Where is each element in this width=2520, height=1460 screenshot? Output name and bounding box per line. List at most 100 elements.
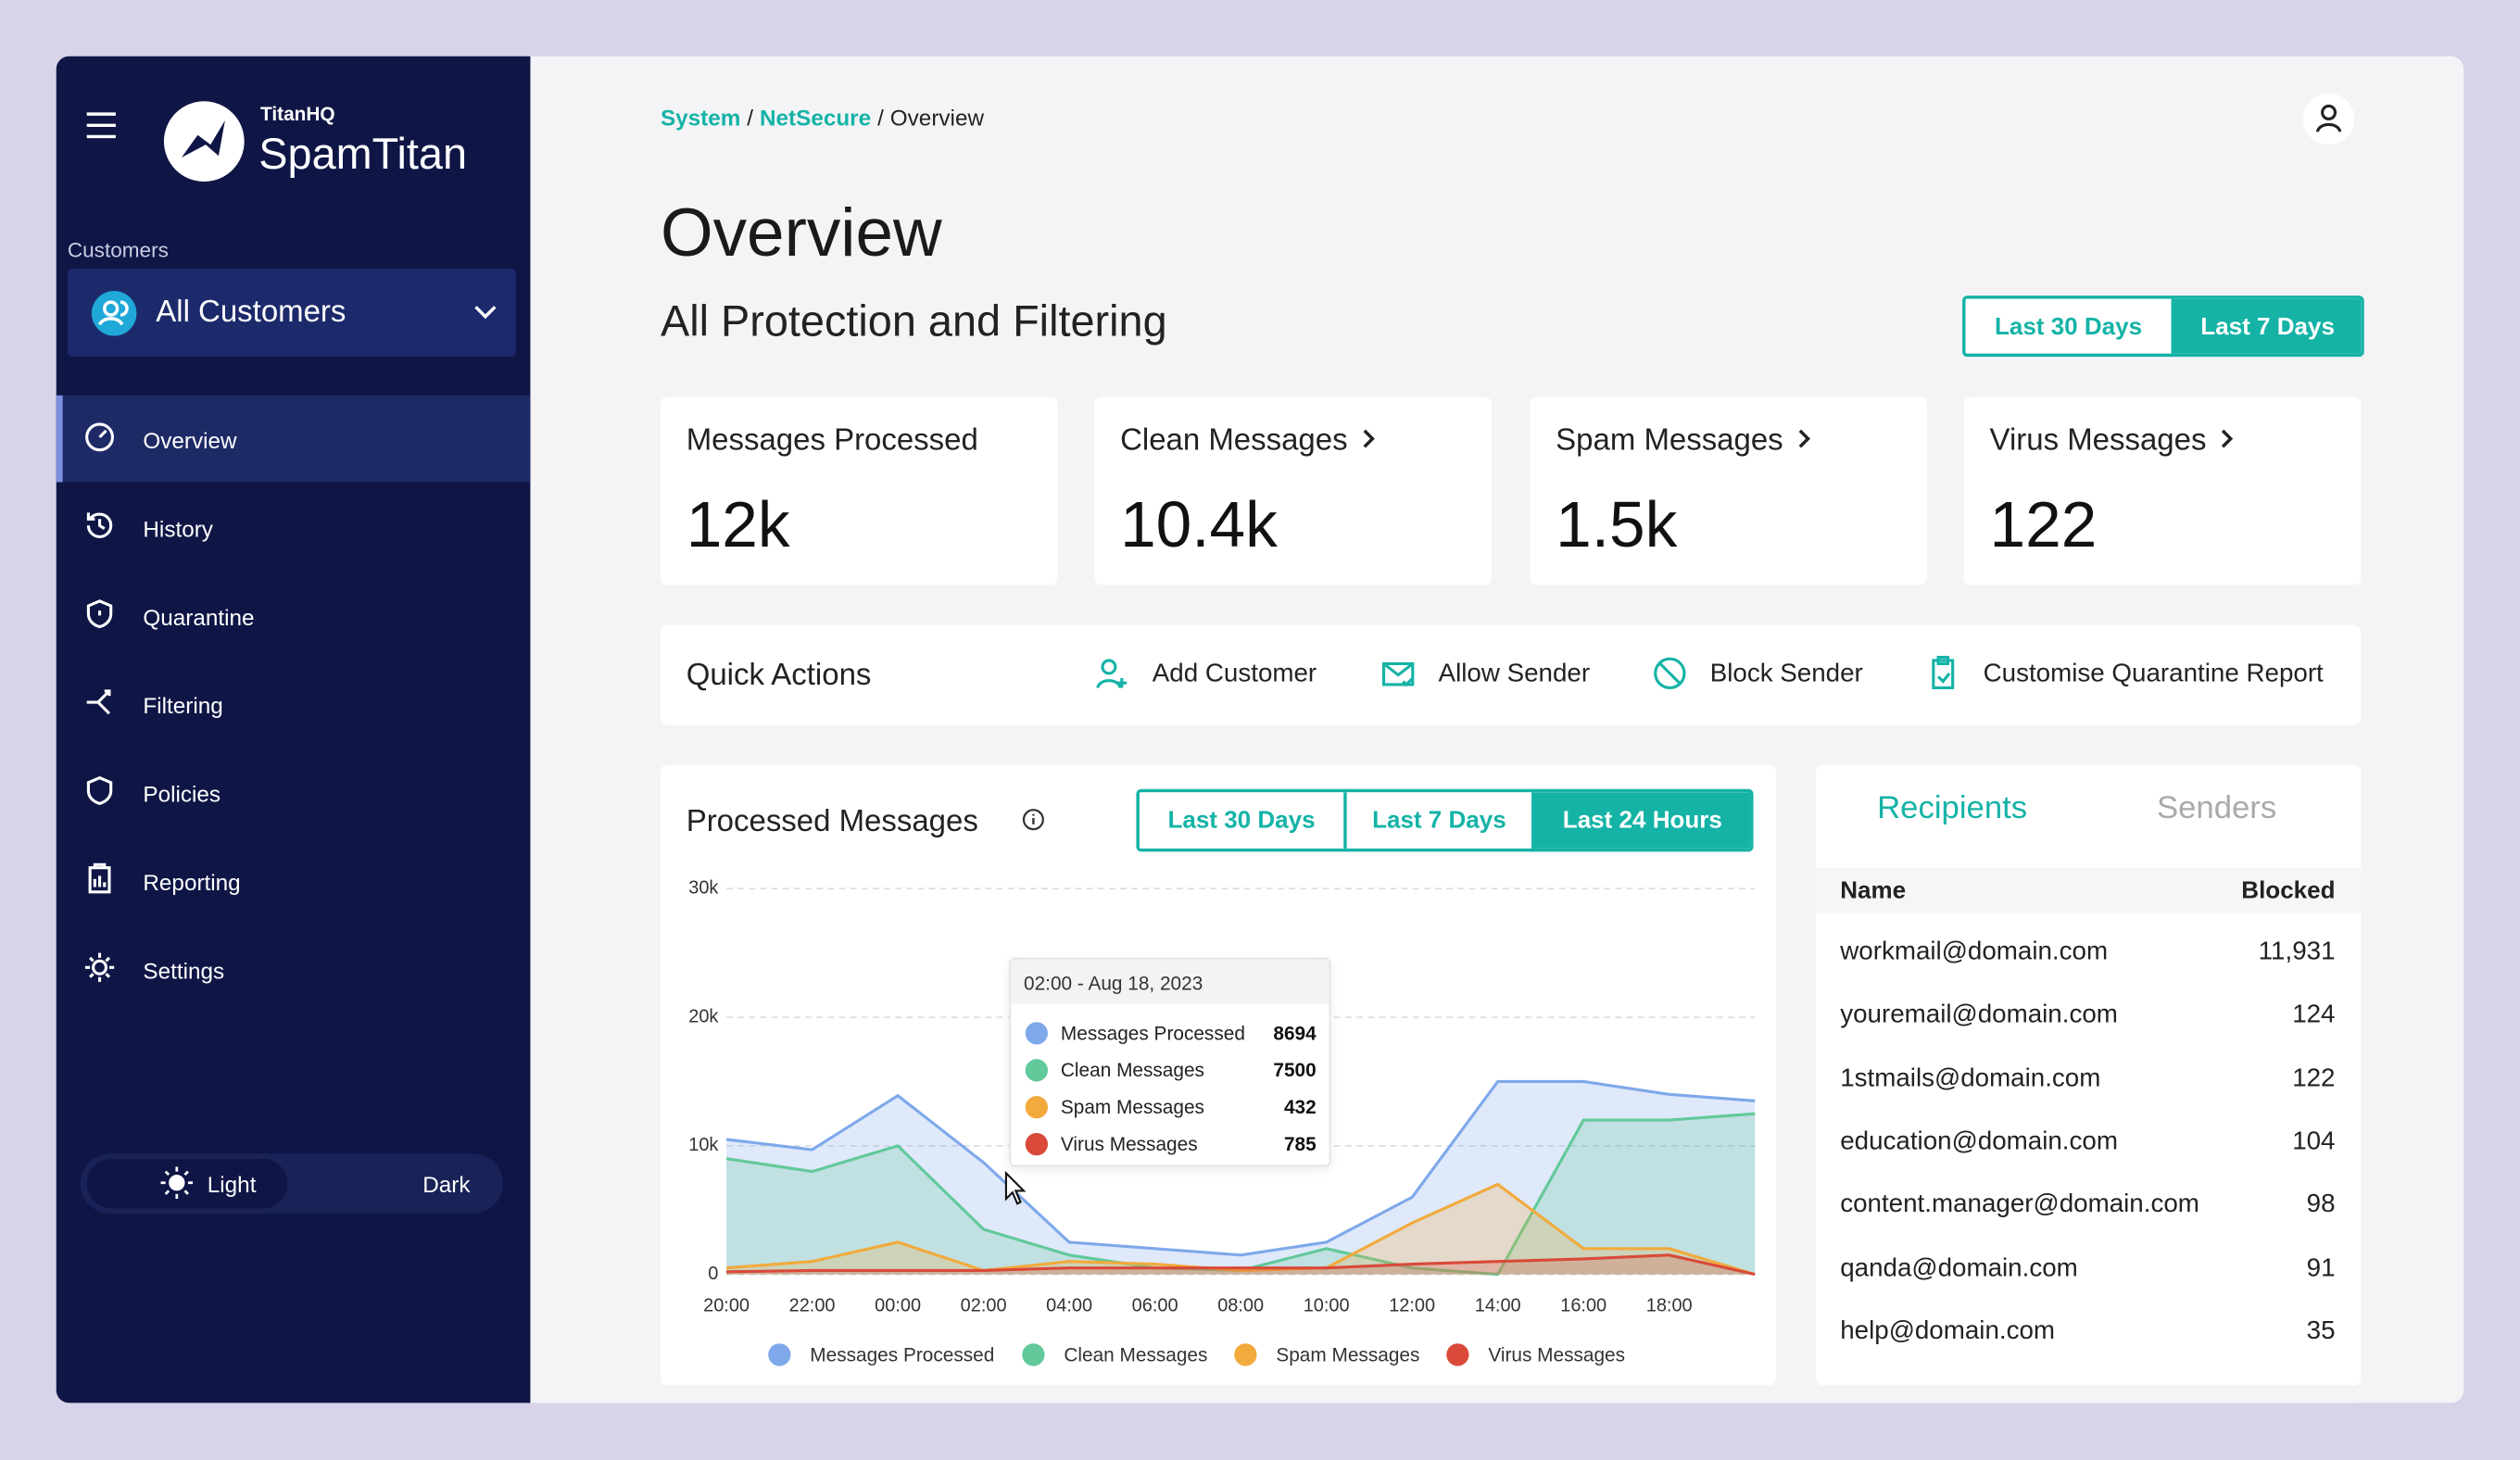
tab[interactable]: Senders — [2156, 790, 2277, 826]
tooltip-dot — [1025, 1059, 1049, 1082]
legend-label[interactable]: Spam Messages — [1276, 1343, 1420, 1366]
nav-item[interactable]: Reporting — [57, 837, 531, 925]
chart-title: Processed Messages — [686, 805, 978, 839]
link-arrow — [1362, 429, 1375, 448]
customer-icon — [91, 290, 137, 336]
x-tick-label: 12:00 — [1389, 1296, 1435, 1316]
legend-label[interactable]: Clean Messages — [1064, 1343, 1208, 1366]
stat-value: 122 — [1989, 490, 2098, 561]
info-icon[interactable] — [1022, 809, 1044, 831]
nav-item[interactable]: History — [57, 484, 531, 571]
theme-toggle: Light Dark — [80, 1153, 503, 1214]
icon-shape — [86, 599, 113, 629]
stat-label: Messages Processed — [686, 423, 978, 459]
stat-card[interactable]: Spam Messages 1.5k — [1530, 396, 1927, 585]
legend-label[interactable]: Messages Processed — [810, 1343, 995, 1366]
nav-item[interactable]: Policies — [57, 749, 531, 836]
legend-dot — [1446, 1343, 1469, 1366]
brand: SpamTitan — [258, 130, 468, 179]
range-button[interactable]: Last 24 Hours — [1531, 792, 1751, 849]
x-tick-label: 02:00 — [961, 1296, 1007, 1316]
link-arrow — [1797, 429, 1810, 448]
brand-small: TitanHQ — [260, 103, 335, 126]
page-subtitle: All Protection and Filtering — [660, 296, 1167, 346]
range-button[interactable]: Last 30 Days — [1139, 792, 1344, 849]
action-icon — [1382, 661, 1415, 687]
breadcrumb-item[interactable]: NetSecure — [759, 104, 872, 131]
stat-card[interactable]: Virus Messages 122 — [1963, 396, 2362, 585]
tooltip-title: 02:00 - Aug 18, 2023 — [1024, 972, 1203, 995]
nav-item[interactable]: Filtering — [57, 661, 531, 748]
nav-label: History — [143, 515, 213, 542]
range-button[interactable]: Last 30 Days — [1965, 298, 2172, 354]
x-tick-label: 08:00 — [1217, 1296, 1264, 1316]
menu-icon[interactable] — [85, 111, 118, 140]
recipient-email: help@domain.com — [1840, 1317, 2056, 1345]
breadcrumb-item: Overview — [889, 104, 985, 131]
nav-item[interactable]: Overview — [56, 395, 531, 483]
recipient-email: 1stmails@domain.com — [1840, 1064, 2101, 1092]
nav-icon — [84, 952, 115, 982]
action-label: Customise Quarantine Report — [1983, 660, 2324, 688]
y-tick-label: 10k — [688, 1135, 718, 1155]
blocked-count: 11,931 — [2258, 938, 2336, 966]
icon-shape — [85, 422, 114, 452]
recipients-card: Recipients Senders Name Blocked workmail@dom… — [1816, 764, 2362, 1386]
stat-card[interactable]: Clean Messages 10.4k — [1094, 396, 1492, 585]
y-tick-label: 30k — [688, 878, 718, 899]
nav-label: Filtering — [143, 692, 223, 719]
action-icon — [1654, 657, 1686, 690]
y-tick-label: 20k — [688, 1006, 718, 1026]
user-icon[interactable] — [2301, 92, 2356, 146]
range-button[interactable]: Last 7 Days — [1343, 792, 1532, 849]
x-tick-label: 16:00 — [1560, 1296, 1606, 1316]
sun-icon — [160, 1166, 194, 1200]
arrow-shape — [1797, 429, 1810, 448]
blocked-count: 104 — [2292, 1127, 2336, 1156]
customer-select[interactable]: All Customers — [67, 268, 516, 358]
stat-label: Spam Messages — [1556, 426, 1812, 457]
nav-icon — [88, 862, 111, 894]
nav-label: Reporting — [143, 869, 241, 896]
nav-item[interactable]: Quarantine — [57, 573, 531, 660]
arrow-shape — [2221, 429, 2233, 448]
breadcrumb-item[interactable]: System — [660, 104, 741, 131]
nav-item[interactable]: Settings — [57, 925, 531, 1013]
tab[interactable]: Recipients — [1877, 790, 2028, 826]
action-label: Block Sender — [1709, 660, 1863, 688]
theme-light[interactable] — [86, 1158, 288, 1209]
nav-icon — [86, 599, 113, 629]
x-tick-label: 14:00 — [1475, 1296, 1521, 1316]
x-tick-label: 10:00 — [1304, 1296, 1350, 1316]
tooltip-name: Virus Messages — [1060, 1132, 1198, 1156]
nav-icon — [86, 775, 113, 805]
icon-shape — [86, 775, 113, 805]
stat-label: Virus Messages — [1990, 426, 2236, 457]
x-tick-label: 22:00 — [789, 1296, 836, 1316]
breadcrumb-separator: / — [877, 104, 884, 131]
line — [726, 1253, 1756, 1277]
x-tick-label: 00:00 — [875, 1296, 921, 1316]
blocked-count: 35 — [2306, 1317, 2336, 1345]
cursor — [1004, 1170, 1027, 1205]
blocked-count: 98 — [2306, 1190, 2336, 1219]
blocked-count: 122 — [2292, 1064, 2336, 1092]
nav-label: Settings — [143, 957, 225, 984]
chart-card: Processed Messages Last 30 Days Last 7 Da… — [660, 764, 1776, 1386]
nav-icon — [86, 512, 113, 538]
icon-shape — [1382, 661, 1415, 687]
chevron — [474, 306, 497, 320]
nav-icon — [85, 422, 114, 452]
area — [726, 1081, 1756, 1275]
icon-shape — [1932, 655, 1955, 690]
legend-dot — [1234, 1343, 1257, 1366]
x-tick-label: 04:00 — [1046, 1296, 1092, 1316]
stat-value: 12k — [686, 490, 790, 561]
legend-label[interactable]: Virus Messages — [1488, 1343, 1626, 1366]
range-button[interactable]: Last 7 Days — [2171, 298, 2362, 354]
breadcrumb: System / NetSecure / Overview — [661, 106, 984, 128]
legend-dot — [1022, 1343, 1045, 1366]
icon-shape — [1654, 657, 1686, 690]
